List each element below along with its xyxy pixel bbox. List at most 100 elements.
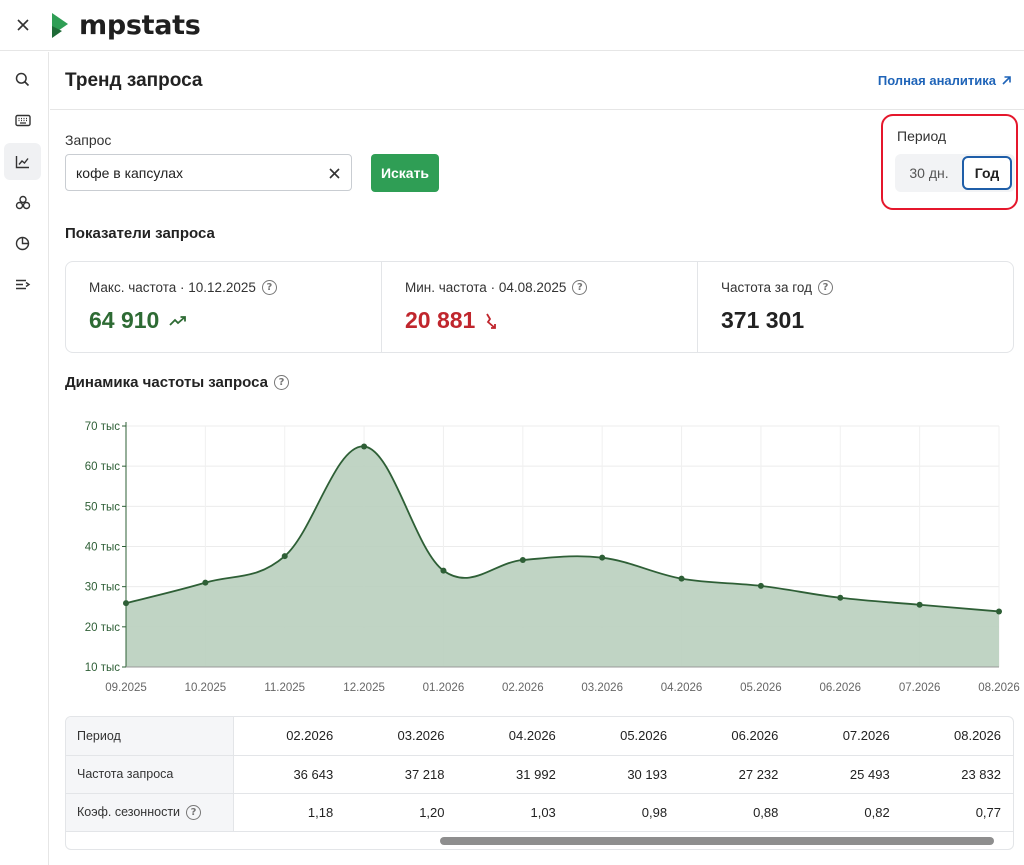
y-tick-label: 70 тыс xyxy=(85,421,121,433)
metric-min: Мин. частота · 04.08.2025 ? 20 881 xyxy=(382,262,698,352)
data-point xyxy=(440,567,447,574)
x-tick-label: 08.2026 xyxy=(978,682,1020,694)
table-cell: 31 992 xyxy=(456,755,568,794)
dynamics-title: Динамика частоты запроса xyxy=(65,374,268,391)
sidebar-item-list[interactable] xyxy=(4,266,41,303)
period-toggle: 30 дн. Год xyxy=(895,154,1015,192)
table-cell: 1,03 xyxy=(456,793,568,832)
full-analytics-link[interactable]: Полная аналитика xyxy=(878,73,1012,88)
table-cell: 37 218 xyxy=(345,755,457,794)
metric-year: Частота за год ? 371 301 xyxy=(698,262,1013,352)
seasonality-table: Период 02.2026 03.2026 04.2026 05.2026 06.202… xyxy=(65,716,1014,850)
data-point xyxy=(599,554,606,561)
table-cell: 1,18 xyxy=(233,793,346,832)
search-button[interactable]: Искать xyxy=(371,154,439,192)
row-header-label: Частота запроса xyxy=(77,767,174,781)
arrow-up-right-icon xyxy=(1002,76,1011,85)
table-cell: 23 832 xyxy=(901,755,1013,794)
sidebar-item-share[interactable] xyxy=(4,225,41,262)
pie-chart-icon xyxy=(15,236,30,251)
x-tick-label: 03.2026 xyxy=(581,682,623,694)
table-cell: 30 193 xyxy=(567,755,680,794)
table-cell: 04.2026 xyxy=(456,717,568,756)
table-cell: 02.2026 xyxy=(233,717,346,756)
keyboard-icon xyxy=(14,114,31,127)
table-cell: 07.2026 xyxy=(790,717,902,756)
x-tick-label: 01.2026 xyxy=(423,682,465,694)
query-input[interactable] xyxy=(76,155,316,190)
table-cell: 36 643 xyxy=(233,755,346,794)
sidebar-item-clusters[interactable] xyxy=(4,184,41,221)
period-option-30d[interactable]: 30 дн. xyxy=(909,165,949,181)
table-row: Коэф. сезонности? 1,18 1,20 1,03 0,98 0,88 0,8… xyxy=(66,793,1013,832)
data-point xyxy=(123,600,129,607)
x-tick-label: 09.2025 xyxy=(105,682,147,694)
row-header: Коэф. сезонности? xyxy=(66,793,235,832)
row-header-label: Период xyxy=(77,728,121,743)
table: Период 02.2026 03.2026 04.2026 05.2026 06.202… xyxy=(66,717,1013,832)
metric-year-value-row: 371 301 xyxy=(721,307,804,334)
metric-year-label: Частота за год xyxy=(721,280,812,295)
area-fill xyxy=(126,446,999,667)
data-point xyxy=(678,575,685,582)
x-tick-label: 12.2025 xyxy=(343,682,385,694)
table-row: Частота запроса 36 643 37 218 31 992 30 193 2… xyxy=(66,755,1013,794)
table-cell: 05.2026 xyxy=(567,717,680,756)
help-icon[interactable]: ? xyxy=(817,280,833,295)
x-tick-label: 07.2026 xyxy=(899,682,941,694)
main-panel: Тренд запроса Полная аналитика Запрос Ис… xyxy=(50,52,1024,865)
close-button[interactable] xyxy=(12,14,34,36)
x-tick-label: 02.2026 xyxy=(502,682,544,694)
logo-text: mpstats xyxy=(79,9,201,41)
sidebar-item-keyboard[interactable] xyxy=(4,102,41,139)
table-row: Период 02.2026 03.2026 04.2026 05.2026 06.202… xyxy=(66,717,1013,756)
table-cell: 0,88 xyxy=(679,793,791,832)
logo[interactable]: mpstats xyxy=(49,8,201,42)
line-chart-icon xyxy=(15,155,29,168)
table-cell: 03.2026 xyxy=(345,717,457,756)
data-point xyxy=(916,601,923,608)
metric-min-label: Мин. частота · 04.08.2025 xyxy=(405,280,567,295)
metric-year-label-row: Частота за год ? xyxy=(721,280,833,295)
data-point xyxy=(757,582,764,589)
list-arrow-icon xyxy=(15,279,30,290)
row-header: Частота запроса xyxy=(66,755,235,794)
data-point xyxy=(996,608,1002,615)
row-header-inner: Коэф. сезонности? xyxy=(77,804,221,820)
frequency-chart: 70 тыс 60 тыс 50 тыс 40 тыс 30 тыс 20 тыс 10 т… xyxy=(85,421,1020,694)
period-label: Период xyxy=(897,128,947,144)
row-header-inner: Период xyxy=(77,729,221,743)
data-point xyxy=(361,443,368,450)
query-field xyxy=(65,154,352,191)
row-header: Период xyxy=(66,717,235,756)
help-icon[interactable]: ? xyxy=(572,280,588,295)
x-tick-label: 06.2026 xyxy=(819,682,861,694)
x-tick-label: 11.2025 xyxy=(264,682,305,694)
help-icon[interactable]: ? xyxy=(186,804,202,820)
period-option-year[interactable]: Год xyxy=(962,156,1012,190)
row-header-inner: Частота запроса xyxy=(77,767,221,781)
table-cell: 27 232 xyxy=(679,755,791,794)
metrics-title: Показатели запроса xyxy=(65,225,215,242)
table-cell: 25 493 xyxy=(790,755,902,794)
metric-min-value: 20 881 xyxy=(405,307,476,333)
clear-button[interactable] xyxy=(325,164,343,182)
table-cell: 06.2026 xyxy=(679,717,791,756)
clear-icon xyxy=(328,167,340,179)
close-icon xyxy=(17,19,29,31)
help-icon[interactable]: ? xyxy=(273,375,289,390)
metric-max-label: Макс. частота · 10.12.2025 xyxy=(89,280,256,295)
horizontal-scrollbar[interactable] xyxy=(440,837,994,845)
dynamics-title-row: Динамика частоты запроса ? xyxy=(65,374,289,391)
sidebar-item-trend[interactable] xyxy=(4,143,41,180)
sidebar xyxy=(0,52,49,865)
metric-max-value-row: 64 910 xyxy=(89,307,187,334)
metric-max: Макс. частота · 10.12.2025 ? 64 910 xyxy=(66,262,382,352)
trend-up-icon xyxy=(169,315,187,326)
y-tick-label: 60 тыс xyxy=(85,461,121,473)
clusters-icon xyxy=(15,195,30,210)
sidebar-item-search[interactable] xyxy=(4,61,41,98)
data-point xyxy=(281,553,288,560)
help-icon[interactable]: ? xyxy=(261,280,277,295)
y-tick-label: 10 тыс xyxy=(85,662,121,674)
